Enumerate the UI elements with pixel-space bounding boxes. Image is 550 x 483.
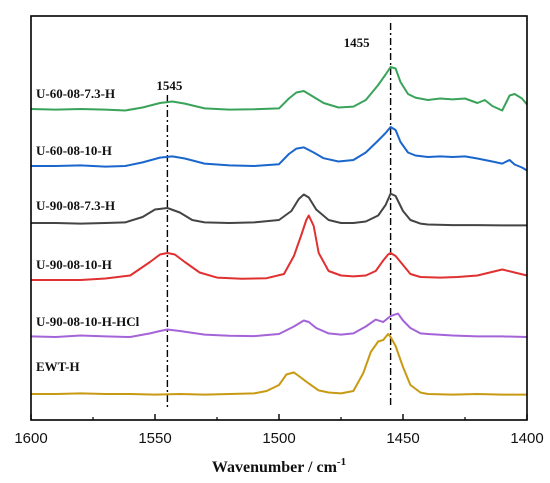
series-line-u-90-08-7-3-h (31, 192, 527, 227)
x-tick-label-1500: 1500 (262, 430, 295, 447)
x-axis-title-superscript: -1 (337, 456, 346, 468)
series-line-u-60-08-10-h (31, 126, 528, 172)
series-label-u-90-08-10-h-hcl: U-90-08-10-H-HCl (36, 314, 140, 329)
series-label-ewt-h: EWT-H (36, 359, 80, 374)
plot-content: 1545 1455 U-60-08-7.3-H U-60-08-10-H U-90-08… (30, 23, 528, 408)
series-label-u-90-08-7-3-h: U-90-08-7.3-H (36, 198, 115, 213)
x-axis-title-main: Wavenumber / cm (212, 459, 338, 476)
x-tick-label-1550: 1550 (138, 430, 171, 447)
series-label-u-90-08-10-h: U-90-08-10-H (36, 257, 112, 272)
plot-frame (30, 15, 528, 421)
series-label-u-60-08-10-h: U-60-08-10-H (36, 143, 112, 158)
series-label-u-60-08-7-3-h: U-60-08-7.3-H (36, 86, 115, 101)
series-line-u-90-08-10-h (31, 214, 528, 281)
series-line-u-60-08-7-3-h (30, 66, 528, 112)
x-axis-ticks: 1600 1550 1500 1450 1400 (14, 414, 544, 447)
series-line-ewt-h (31, 333, 527, 396)
peak-label-1455: 1455 (344, 35, 371, 50)
x-tick-label-1450: 1450 (386, 430, 419, 447)
series-line-u-90-08-10-h-hcl (30, 312, 528, 338)
peak-label-1545: 1545 (156, 78, 183, 93)
x-tick-label-1400: 1400 (510, 430, 543, 447)
x-tick-label-1600: 1600 (14, 430, 47, 447)
x-axis-title: Wavenumber / cm-1 (212, 456, 346, 476)
